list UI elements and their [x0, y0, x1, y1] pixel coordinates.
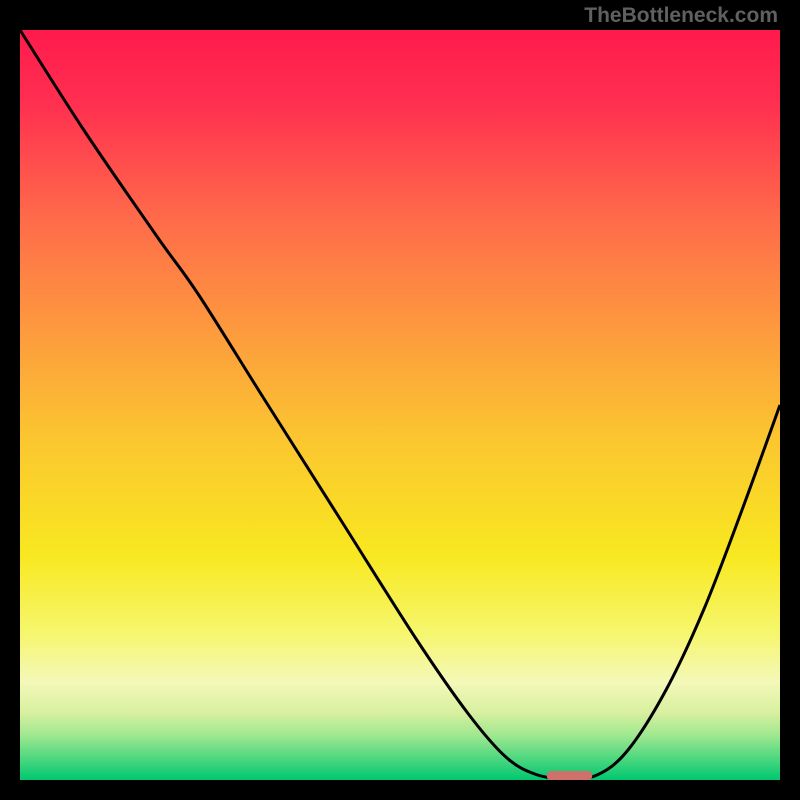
- gradient-background: [20, 30, 780, 780]
- watermark-text: TheBottleneck.com: [584, 4, 778, 28]
- chart-container: [20, 30, 780, 780]
- optimal-marker: [547, 771, 593, 780]
- bottleneck-chart: [20, 30, 780, 780]
